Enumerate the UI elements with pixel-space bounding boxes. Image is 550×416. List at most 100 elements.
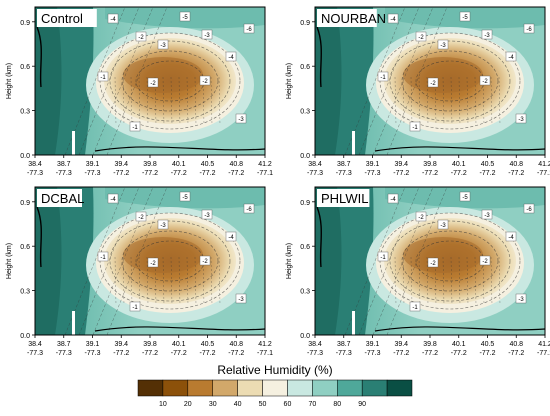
x-tick-label-lon: -77.3 [85, 170, 101, 177]
x-tick-label-lat: 40.8 [509, 161, 523, 168]
x-tick-label-lon: -77.1 [257, 350, 273, 357]
x-tick-label-lon: -77.3 [27, 170, 43, 177]
contour-label-box [409, 301, 421, 312]
contour-label: -3 [238, 297, 244, 303]
contour-streak [426, 76, 429, 126]
x-tick-label-lat: 40.1 [452, 341, 466, 348]
contour-label: -3 [238, 117, 244, 123]
x-tick-label-lon: -77.2 [142, 170, 158, 177]
contour-label: -5 [182, 195, 188, 201]
contour-label-box [225, 231, 237, 242]
contour-label: -3 [160, 43, 166, 49]
dry-core [403, 57, 483, 93]
contour-label: -3 [440, 223, 446, 229]
x-tick-label-lat: 39.1 [366, 341, 380, 348]
x-tick-label-lat: 40.1 [452, 161, 466, 168]
x-tick-label-lon: -77.2 [508, 350, 524, 357]
contour-label-box [199, 255, 211, 266]
contour-label: -2 [150, 81, 156, 87]
panel-label: Control [41, 11, 83, 26]
contour-label: -3 [484, 213, 490, 219]
contour-streak [210, 256, 213, 306]
x-tick-label-lon: -77.2 [200, 170, 216, 177]
contour-label-box [147, 257, 159, 268]
contour-label: -2 [482, 259, 488, 265]
contour-label: -5 [462, 15, 468, 21]
contour-line [121, 50, 219, 112]
x-tick-label-lat: 41.2 [538, 161, 550, 168]
contour-streak [162, 76, 165, 126]
x-tick-label-lon: -77.2 [113, 350, 129, 357]
contour-label-box [437, 39, 449, 50]
contour-streak [418, 76, 421, 126]
x-tick-label-lat: 41.2 [538, 341, 550, 348]
contour-label-box [135, 211, 147, 222]
contour-label: -2 [202, 79, 208, 85]
contour-label-box [107, 13, 119, 24]
y-tick-label: 0.0 [20, 333, 30, 340]
contour-label: -4 [110, 17, 116, 23]
contour-label: -4 [228, 55, 234, 61]
contour-diagonal [64, 7, 126, 155]
contour-label-box [201, 29, 213, 40]
y-tick-label: 0.0 [300, 333, 310, 340]
contour-diagonal [92, 187, 154, 335]
x-tick-label-lat: 39.8 [423, 161, 437, 168]
contour-streak [130, 76, 133, 126]
contour-label: -4 [508, 235, 514, 241]
contour-label: -1 [380, 255, 386, 261]
colorbar-tick-label: 20 [184, 401, 192, 408]
x-tick-label-lon: -77.2 [200, 350, 216, 357]
x-tick-label-lat: 40.5 [481, 161, 495, 168]
colorbar-tick-label: 80 [333, 401, 341, 408]
contour-label: -6 [526, 207, 532, 213]
contour-diagonal [92, 7, 154, 155]
dry-core [123, 237, 203, 273]
colorbar-title: Relative Humidity (%) [217, 363, 332, 377]
contour-label: -2 [418, 35, 424, 41]
contour-streak [114, 256, 117, 306]
contour-diagonal [106, 187, 168, 335]
x-tick-label-lat: 38.7 [337, 161, 351, 168]
contour-label-box [427, 77, 439, 88]
contour-label: -3 [204, 33, 210, 39]
contour-label: -2 [430, 81, 436, 87]
contour-label-box [387, 13, 399, 24]
colorbar-tick-label: 10 [159, 401, 167, 408]
contour-line [109, 220, 231, 302]
contour-streak [466, 256, 469, 306]
contour-streak [122, 256, 125, 306]
contour-diagonal [106, 7, 168, 155]
contour-label: -3 [440, 43, 446, 49]
contour-label-box [459, 191, 471, 202]
contour-line [401, 230, 499, 292]
contour-streak [402, 76, 405, 126]
contour-diagonal [372, 7, 434, 155]
contour-label-box [459, 11, 471, 22]
contour-streak [466, 76, 469, 126]
contour-label-box [97, 71, 109, 82]
y-tick-label: 0.9 [20, 200, 30, 207]
y-tick-label: 0.3 [300, 109, 310, 116]
contour-streak [178, 76, 181, 126]
contour-solid [36, 206, 42, 268]
panel-control: -1 -4 -2 -3 -5 -3 -4 -6 -2 -2 -3 -1 Control Height (k… [6, 6, 273, 177]
contour-solid [316, 206, 322, 268]
contour-label-box [479, 255, 491, 266]
colorbar-swatch [287, 379, 313, 397]
contour-label-box [377, 251, 389, 262]
x-tick-label-lat: 39.1 [366, 161, 380, 168]
colorbar-swatch [337, 379, 363, 397]
colorbar-swatch [237, 379, 263, 397]
contour-streak [450, 76, 453, 126]
contour-streak [410, 256, 413, 306]
contour-label-box [243, 203, 255, 214]
contour-label-box [129, 301, 141, 312]
x-tick-label-lon: -77.3 [365, 350, 381, 357]
x-tick-label-lon: -77.3 [85, 350, 101, 357]
x-tick-label-lon: -77.2 [393, 170, 409, 177]
contour-label-box [147, 77, 159, 88]
contour-label-box [481, 209, 493, 220]
contour-streak [458, 256, 461, 306]
contour-label: -3 [204, 213, 210, 219]
